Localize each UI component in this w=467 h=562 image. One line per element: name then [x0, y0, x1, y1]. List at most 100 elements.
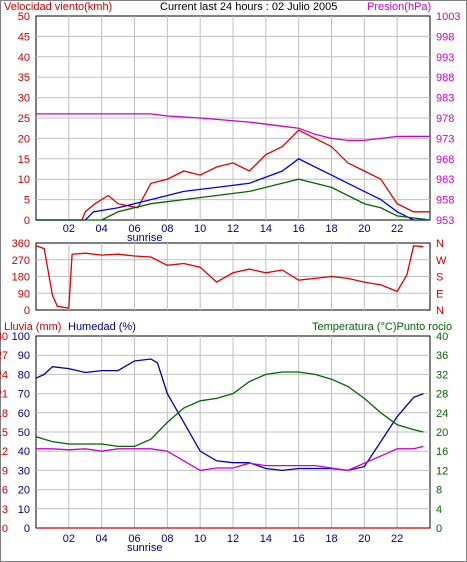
temperature-tick-label: 0 — [436, 523, 442, 535]
humidity-tick-label: 50 — [18, 427, 30, 439]
compass-tick-label: E — [436, 288, 443, 300]
temperature-tick-label: 32 — [436, 369, 448, 381]
pressure-tick-label: 963 — [436, 174, 454, 186]
pressure-axis-label: Presion(hPa) — [367, 1, 431, 13]
wind-direction-grid — [36, 243, 430, 310]
sunrise-label: sunrise — [127, 232, 162, 244]
x-tick-label: 14 — [260, 223, 272, 235]
pressure-tick-label: 1003 — [436, 11, 460, 23]
rain-tick-label: 0 — [2, 523, 8, 535]
climate-grid — [36, 336, 430, 528]
x-tick-label: 08 — [161, 533, 173, 545]
temperature-tick-label: 16 — [436, 446, 448, 458]
humidity-tick-label: 100 — [12, 331, 30, 343]
pressure-tick-label: 953 — [436, 215, 454, 227]
rain-axis-label: Lluvia (mm) — [4, 321, 61, 333]
wind-speed-tick-label: 5 — [24, 195, 30, 207]
pressure-tick-label: 978 — [436, 113, 454, 125]
pressure-tick-label: 988 — [436, 72, 454, 84]
x-tick-label: 20 — [358, 533, 370, 545]
sunrise-label-bottom: sunrise — [127, 542, 162, 554]
x-tick-label: 10 — [194, 223, 206, 235]
rain-tick-label: 18 — [0, 408, 8, 420]
wind-pressure-x-axis: 02 04 06 08 10 12 14 16 18 20 22 — [63, 223, 404, 235]
x-tick-label: 22 — [391, 223, 403, 235]
x-tick-label: 04 — [96, 533, 108, 545]
rain-tick-label: 27 — [0, 350, 8, 362]
compass-tick-label: S — [436, 272, 443, 284]
wind-pressure-series — [36, 113, 431, 221]
humidity-tick-label: 80 — [18, 369, 30, 381]
wind-speed-tick-label: 25 — [18, 113, 30, 125]
temperature-tick-label: 4 — [436, 504, 442, 516]
wind-speed-tick-label: 0 — [24, 215, 30, 227]
humidity-series-line — [35, 358, 424, 472]
x-tick-label: 20 — [358, 223, 370, 235]
temperature-tick-label: 24 — [436, 408, 448, 420]
rain-tick-label: 9 — [2, 465, 8, 477]
rain-tick-label: 21 — [0, 389, 8, 401]
humidity-tick-label: 30 — [18, 465, 30, 477]
humidity-tick-label: 60 — [18, 408, 30, 420]
wind-direction-tick-label: 0 — [24, 305, 30, 317]
wind-direction-series — [35, 245, 424, 309]
temperature-axis-label: Temperatura (°C)Punto rocio — [312, 321, 452, 333]
humidity-tick-label: 90 — [18, 350, 30, 362]
temperature-axis: 0 4 8 12 16 20 24 28 32 36 40 — [436, 331, 448, 535]
compass-tick-label: W — [436, 255, 447, 267]
wind-speed-tick-label: 30 — [18, 93, 30, 105]
gust-series-line — [36, 158, 430, 221]
temperature-tick-label: 36 — [436, 350, 448, 362]
compass-tick-label: N — [436, 238, 444, 250]
x-tick-label: 08 — [161, 223, 173, 235]
wind-series-line — [36, 129, 430, 221]
wind-speed-axis-label: Velocidad viento(kmh) — [4, 1, 112, 13]
humidity-axis: 0 10 20 30 40 50 60 70 80 90 100 — [12, 331, 30, 535]
wind-direction-degrees-axis: 0 90 180 270 360 — [12, 238, 30, 317]
wind-direction-tick-label: 270 — [12, 255, 30, 267]
pressure-tick-label: 973 — [436, 133, 454, 145]
x-tick-label: 14 — [260, 533, 272, 545]
pressure-tick-label: 993 — [436, 52, 454, 64]
x-tick-label: 12 — [227, 533, 239, 545]
temperature-series-line — [36, 178, 431, 221]
wind-speed-tick-label: 20 — [18, 133, 30, 145]
rain-tick-label: 6 — [2, 485, 8, 497]
wind-direction-tick-label: 360 — [12, 238, 30, 250]
wind-pressure-grid — [36, 16, 430, 220]
humidity-tick-label: 0 — [24, 523, 30, 535]
wind-speed-tick-label: 45 — [18, 31, 30, 43]
climate-x-axis: 02 04 06 08 10 12 14 16 18 20 22 — [63, 533, 404, 545]
x-tick-label: 10 — [194, 533, 206, 545]
wind-direction-tick-label: 180 — [12, 272, 30, 284]
wind-speed-tick-label: 50 — [18, 11, 30, 23]
x-tick-label: 18 — [325, 223, 337, 235]
pressure-axis: 953 958 963 968 973 978 983 988 993 998 1003 — [436, 11, 460, 227]
pressure-series-line — [36, 113, 430, 142]
wind-speed-tick-label: 35 — [18, 72, 30, 84]
pressure-tick-label: 958 — [436, 195, 454, 207]
x-tick-label: 06 — [128, 533, 140, 545]
x-tick-label: 02 — [63, 533, 75, 545]
rain-tick-label: 12 — [0, 446, 8, 458]
compass-tick-label: N — [436, 305, 444, 317]
temperature-tick-label: 8 — [436, 485, 442, 497]
x-tick-label: 16 — [293, 223, 305, 235]
dewpoint-series-line — [36, 445, 424, 472]
wind-speed-axis: 0 5 10 15 20 25 30 35 40 45 50 — [18, 11, 30, 227]
chart-title: Current last 24 hours : 02 Julio 2005 — [160, 1, 337, 13]
temperature-tick-label: 40 — [436, 331, 448, 343]
rain-axis: 0 3 6 9 12 15 18 21 24 27 30 — [0, 331, 8, 535]
x-tick-label: 04 — [96, 223, 108, 235]
rain-humidity-temperature-panel: 036912151821242730 010203040506070809010… — [0, 321, 452, 554]
x-tick-label: 22 — [391, 533, 403, 545]
pressure-tick-label: 983 — [436, 93, 454, 105]
wind-speed-tick-label: 15 — [18, 154, 30, 166]
humidity-tick-label: 70 — [18, 389, 30, 401]
rain-tick-label: 3 — [2, 504, 8, 516]
